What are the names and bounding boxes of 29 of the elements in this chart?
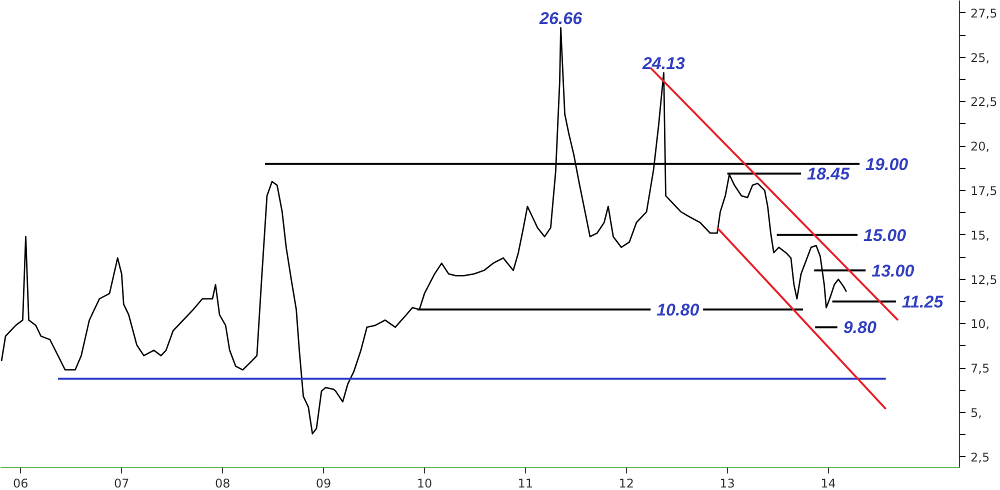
annotation: 26.66 <box>538 8 583 28</box>
annotation: 10.80 <box>656 300 700 320</box>
x-tick-label: 10 <box>416 476 432 490</box>
y-tick-label: 2,5 <box>970 450 990 464</box>
y-tick-label: 12,5 <box>970 272 998 287</box>
x-tick-label: 13 <box>720 476 735 490</box>
annotation: 19.00 <box>866 154 909 174</box>
y-tick-label: 25, <box>970 50 990 65</box>
y-tick-label: 5, <box>970 406 982 420</box>
annotation: 24.13 <box>641 54 686 73</box>
y-tick-label: 27,5 <box>970 6 998 20</box>
x-tick-label: 07 <box>114 476 130 490</box>
x-tick-label: 09 <box>316 476 332 490</box>
y-tick-label: 20, <box>970 140 990 154</box>
x-tick-label: 06 <box>13 476 28 490</box>
y-tick-label: 15, <box>970 228 990 242</box>
annotation: 9.80 <box>843 318 877 338</box>
y-tick-label: 17,5 <box>970 184 998 198</box>
annotation: 13.00 <box>872 261 915 280</box>
x-tick-label: 11 <box>518 476 534 490</box>
annotation: 11.25 <box>902 292 944 312</box>
y-tick-label: 10, <box>970 317 990 332</box>
y-tick-label: 7,5 <box>970 362 990 376</box>
annotation: 15.00 <box>864 226 907 245</box>
x-tick-label: 12 <box>618 476 634 490</box>
x-tick-label: 14 <box>820 476 836 490</box>
y-tick-label: 22,5 <box>970 95 998 110</box>
annotation: 18.45 <box>807 164 850 184</box>
x-tick-label: 08 <box>214 476 230 490</box>
